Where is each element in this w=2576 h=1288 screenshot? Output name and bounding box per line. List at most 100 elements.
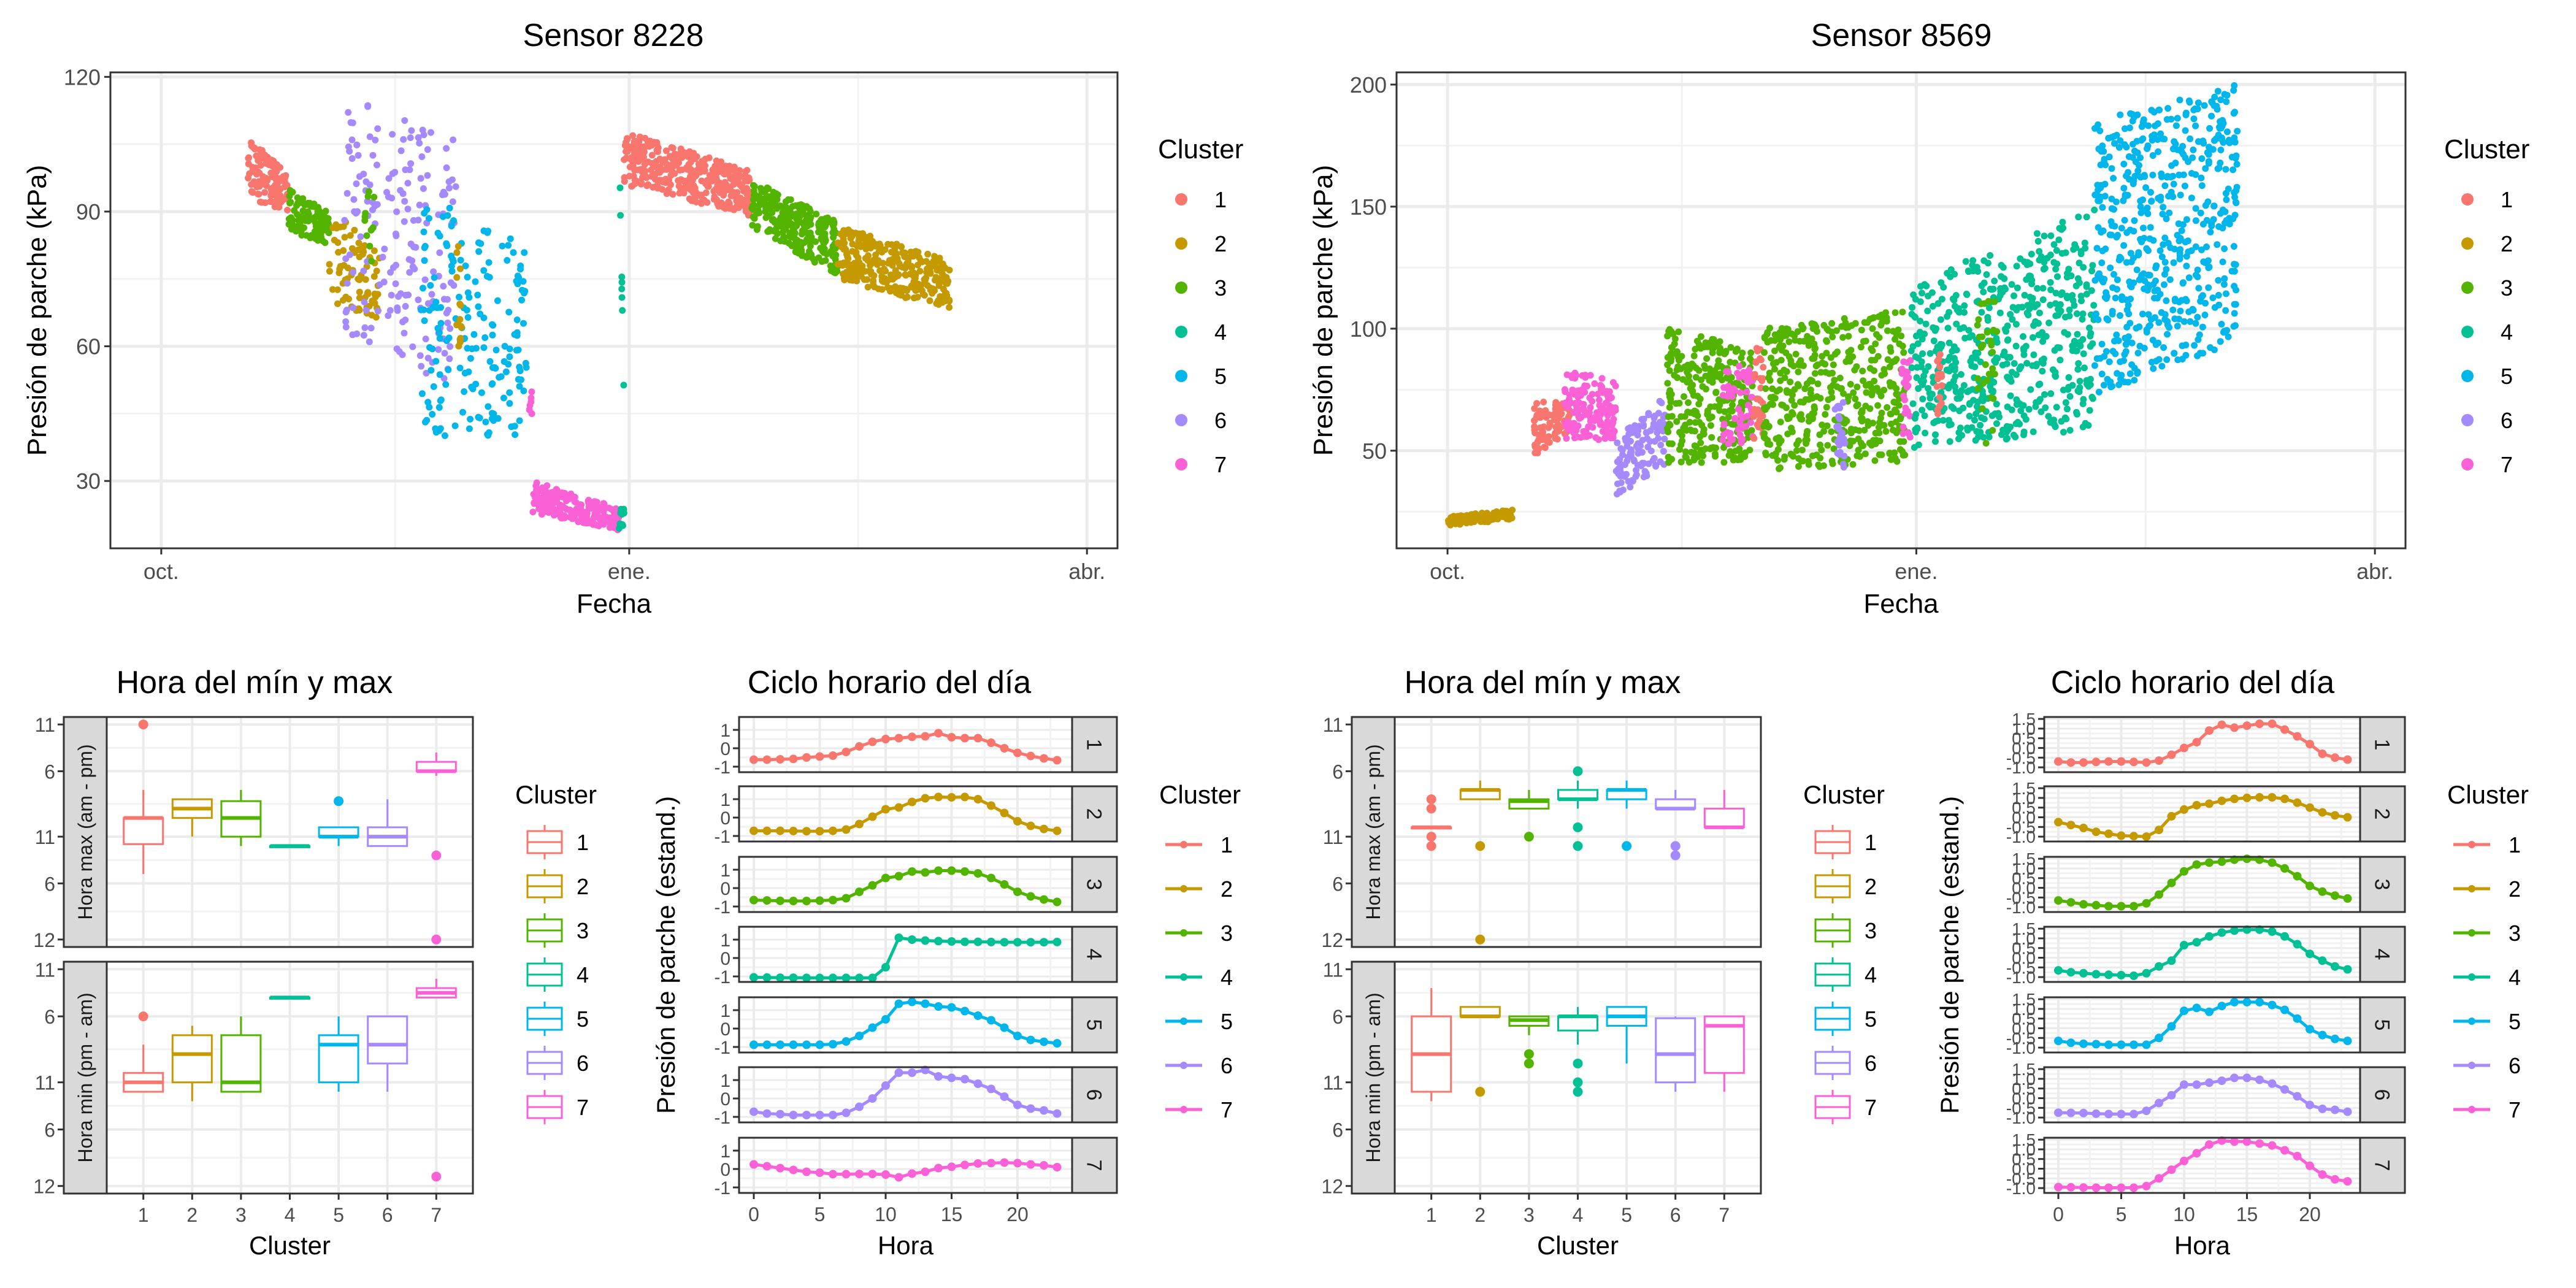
legend-label: 5 <box>1214 364 1227 389</box>
data-point-cluster-5 <box>2102 245 2109 253</box>
legend-label: 4 <box>577 962 589 987</box>
data-point-cluster-3 <box>1901 451 1909 459</box>
data-point-cluster-3 <box>1782 332 1790 339</box>
data-point-cluster-2 <box>888 248 895 256</box>
data-point-cluster-4 <box>2052 423 2059 431</box>
data-point-cluster-4 <box>2064 331 2071 338</box>
data-point-cluster-3 <box>1699 383 1706 390</box>
data-point-cluster-5 <box>2103 315 2110 323</box>
data-point-cluster-1 <box>642 134 649 142</box>
x-tick-label: abr. <box>1068 559 1105 584</box>
data-point-cluster-5 <box>494 415 502 422</box>
data-point-cluster-5 <box>521 288 529 295</box>
data-point-cluster-3 <box>1823 338 1830 345</box>
data-point-cluster-5 <box>2207 344 2214 351</box>
legend-label: 2 <box>577 874 589 899</box>
data-point-cluster-6 <box>436 249 443 256</box>
data-point-cluster-5 <box>484 229 491 236</box>
data-point-cluster-1 <box>653 147 661 154</box>
facet-panel-6: 610-1 <box>714 1065 1118 1128</box>
data-point-cluster-4 <box>1919 407 1926 414</box>
data-point-cluster-7 <box>1899 423 1907 431</box>
data-point-cluster-3 <box>1664 380 1671 387</box>
data-point-cluster-1 <box>667 181 674 188</box>
data-point-cluster-3 <box>1729 401 1736 408</box>
data-point-cluster-5 <box>2147 189 2154 196</box>
data-point <box>908 867 916 876</box>
data-point-cluster-7 <box>1744 402 1752 408</box>
data-point-cluster-3 <box>1817 394 1824 402</box>
facet-strip-label: Hora max (am - pm) <box>74 744 96 919</box>
data-point-cluster-4 <box>2058 418 2065 425</box>
data-point-cluster-2 <box>889 262 896 269</box>
data-point-cluster-4 <box>2066 312 2073 320</box>
data-point-cluster-6 <box>385 312 392 320</box>
data-point-cluster-3 <box>286 193 293 200</box>
x-tick-label: 5 <box>815 1203 826 1225</box>
data-point-cluster-1 <box>667 172 675 179</box>
y-tick-label: 1 <box>720 861 730 881</box>
data-point-cluster-3 <box>1976 334 1983 340</box>
data-point-cluster-6 <box>440 296 448 303</box>
data-point-cluster-1 <box>700 196 708 204</box>
y-tick-label: 6 <box>44 761 55 783</box>
data-point-cluster-3 <box>1854 401 1861 408</box>
data-point-cluster-5 <box>2220 328 2228 335</box>
data-point-cluster-7 <box>1598 410 1604 418</box>
data-point-cluster-3 <box>1990 395 1997 402</box>
data-point-cluster-1 <box>1531 429 1539 437</box>
legend-key-point <box>2461 414 2474 426</box>
data-point-cluster-4 <box>1925 293 1931 300</box>
y-tick-label: 12 <box>33 1176 55 1198</box>
facet-panel-5: 510-1 <box>714 996 1118 1058</box>
data-point-cluster-3 <box>1685 399 1692 406</box>
data-point-cluster-7 <box>570 509 577 516</box>
data-point-cluster-6 <box>393 261 399 269</box>
data-point-cluster-7 <box>1609 427 1617 434</box>
data-point-cluster-6 <box>1652 462 1660 470</box>
data-point-cluster-3 <box>1668 456 1676 463</box>
data-point-cluster-3 <box>1764 437 1771 444</box>
data-point-cluster-5 <box>2160 344 2168 351</box>
data-point-cluster-5 <box>2128 258 2135 266</box>
data-point-cluster-3 <box>1777 369 1784 377</box>
data-point-cluster-4 <box>1911 313 1918 320</box>
data-point-cluster-6 <box>428 291 435 298</box>
data-point-cluster-2 <box>334 239 342 246</box>
data-point-cluster-3 <box>1820 321 1828 329</box>
data-point-cluster-5 <box>2201 102 2208 109</box>
data-point-cluster-4 <box>1983 271 1990 278</box>
data-point-cluster-3 <box>366 242 374 250</box>
data-point-cluster-3 <box>773 229 780 236</box>
data-point <box>1052 756 1062 765</box>
data-point-cluster-2 <box>1470 512 1478 519</box>
data-point-cluster-5 <box>2158 362 2166 370</box>
data-point-cluster-7 <box>1595 396 1603 404</box>
data-point-cluster-6 <box>343 280 351 287</box>
data-point-cluster-2 <box>340 247 347 254</box>
data-point-cluster-5 <box>2100 381 2107 389</box>
data-point-cluster-5 <box>2223 290 2229 297</box>
data-point-cluster-5 <box>2140 224 2147 232</box>
data-point-cluster-6 <box>343 307 350 313</box>
data-point-cluster-4 <box>2087 332 2094 340</box>
data-point-cluster-1 <box>631 177 638 184</box>
data-point-cluster-3 <box>769 217 776 224</box>
data-point-cluster-3 <box>1866 405 1874 412</box>
data-point-cluster-4 <box>2069 347 2076 355</box>
data-point-cluster-5 <box>2107 264 2114 272</box>
data-point-cluster-3 <box>1777 418 1784 426</box>
data-point-cluster-3 <box>1878 451 1885 458</box>
data-point-cluster-6 <box>404 205 412 213</box>
data-point-cluster-5 <box>478 389 485 396</box>
data-point-cluster-3 <box>773 205 781 212</box>
data-point-cluster-7 <box>545 509 553 516</box>
data-point-cluster-4 <box>2035 381 2042 388</box>
data-point-cluster-3 <box>1762 385 1769 393</box>
data-point-cluster-2 <box>356 288 363 296</box>
data-point-cluster-4 <box>1980 288 1987 296</box>
data-point <box>881 735 890 743</box>
data-point-cluster-7 <box>590 515 597 522</box>
data-point-cluster-5 <box>513 329 521 336</box>
